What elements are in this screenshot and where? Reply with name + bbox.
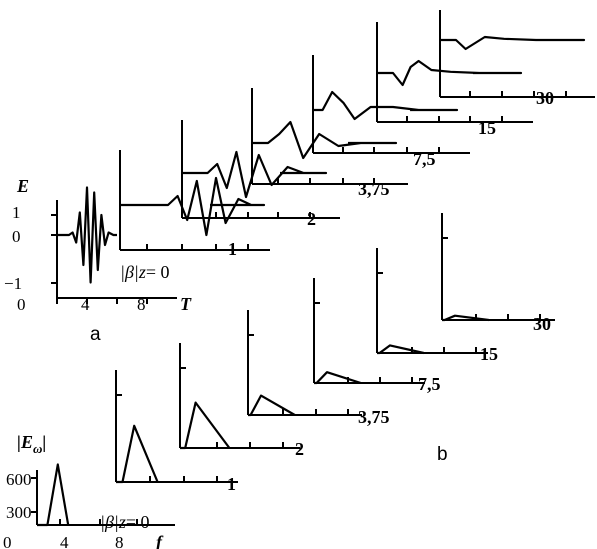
panel-a-z-label-2: 2 <box>307 209 316 229</box>
panel-a-xtick-4: 4 <box>81 295 90 314</box>
panel-b-z-label-6: 30 <box>533 314 551 334</box>
panel-a-z-label-3: 3,75 <box>358 179 390 199</box>
panel-a-z-label-5: 15 <box>478 118 496 138</box>
panel-b-trace-z-6 <box>442 314 489 322</box>
panel-b-ytick-600: 600 <box>6 470 32 489</box>
panel-a-frames: |β|z= 0 1 2 3,75 7,5 15 30 <box>51 10 595 304</box>
panel-a-axis-text: E 1 0 −1 0 4 8 T a <box>4 176 192 345</box>
panel-b-xtick-8: 8 <box>115 533 124 549</box>
panel-b-frame-0: |β|z= 0 <box>31 463 175 532</box>
panel-a-frame-5: 15 <box>376 22 533 138</box>
panel-b-ytick-300: 300 <box>6 503 32 522</box>
panel-a-xtick-0: 0 <box>17 295 26 314</box>
panel-b-frame-1: 1 <box>115 370 238 494</box>
panel-b-z-label-4: 7,5 <box>418 374 441 394</box>
panel-b-frame-2: 2 <box>179 343 304 459</box>
panel-b-z-label-5: 15 <box>480 344 498 364</box>
panel-b-xlabel: f <box>156 532 164 549</box>
panel-a-frame-0: |β|z= 0 <box>51 186 177 304</box>
panel-a-ylabel: E <box>16 176 29 196</box>
panel-b-frame-4: 7,5 <box>313 278 441 394</box>
panel-b-trace-z-4 <box>314 371 362 385</box>
panel-a-frame-4: 7,5 <box>312 55 470 169</box>
panel-b-z-label-0: |β|z= 0 <box>100 512 150 532</box>
panel-a-trace-z-6 <box>440 35 586 51</box>
panel-a-xlabel: T <box>180 294 192 314</box>
panel-a-ytick-minus1: −1 <box>4 274 22 293</box>
panel-b-xtick-4: 4 <box>60 533 69 549</box>
panel-a-ytick-0: 0 <box>12 227 21 246</box>
panel-b-z-label-3: 3,75 <box>358 407 390 427</box>
panel-a-ytick-1: 1 <box>12 203 21 222</box>
panel-b-xtick-0: 0 <box>3 533 12 549</box>
panel-a-frame-6: 30 <box>439 10 595 108</box>
panel-b-z-label-1: 1 <box>227 474 236 494</box>
panel-a-z-label-6: 30 <box>536 88 554 108</box>
panel-b-trace-z-0 <box>37 463 70 527</box>
panel-b-ylabel: |Eω| <box>17 432 46 456</box>
panel-a-z-label-1: 1 <box>228 239 237 259</box>
panel-a-trace-z-0 <box>57 186 117 284</box>
panel-a-frame-1: 1 <box>119 150 270 259</box>
panel-b-frame-6: 30 <box>441 213 555 334</box>
panel-a-letter: a <box>90 324 101 345</box>
panel-b-letter: b <box>437 444 448 465</box>
panel-b-frame-3: 3,75 <box>247 310 390 427</box>
panel-a-z-label-4: 7,5 <box>413 149 436 169</box>
panel-b-frame-5: 15 <box>376 248 498 364</box>
panel-a-z-label-0: |β|z= 0 <box>120 262 170 282</box>
panel-a-frame-3: 3,75 <box>251 88 408 199</box>
panel-b-trace-z-3 <box>248 394 296 417</box>
panel-b-trace-z-5 <box>377 344 425 355</box>
panel-a-trace-z-3 <box>252 120 398 160</box>
panel-a-frame-2: 2 <box>181 120 340 229</box>
panel-b-ylabel-sub: ω <box>33 441 42 456</box>
panel-b-axis-text: |Eω| 600 300 0 4 8 f b <box>3 432 448 549</box>
panel-b-ylabel-main: |E <box>17 432 33 452</box>
panel-b-z-label-2: 2 <box>295 439 304 459</box>
panel-a-trace-z-5 <box>377 59 523 87</box>
panel-b-trace-z-1 <box>116 424 159 484</box>
panel-a-trace-z-2 <box>182 150 328 199</box>
panel-a-trace-z-4 <box>313 90 459 121</box>
panel-a-xtick-8: 8 <box>137 295 146 314</box>
panel-b-trace-z-2 <box>180 401 231 450</box>
panel-b-frames: |β|z= 0 1 2 3,75 7,5 15 30 <box>31 213 555 532</box>
panel-a-trace-z-1 <box>120 176 266 237</box>
